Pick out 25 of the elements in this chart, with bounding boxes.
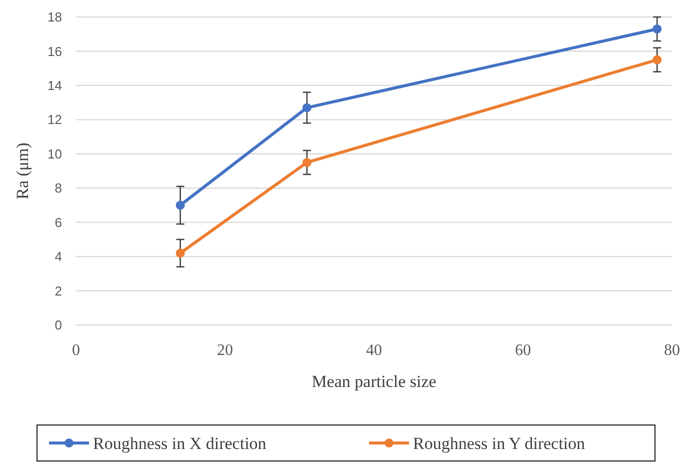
y-tick-label: 4: [54, 249, 62, 264]
x-axis-title: Mean particle size: [312, 372, 436, 391]
y-tick-label: 6: [54, 214, 62, 230]
point: [176, 200, 185, 210]
x-tick-label: 80: [664, 342, 680, 359]
y-tick-label: 14: [48, 78, 62, 93]
y-tick-label: 2: [54, 283, 62, 298]
y-tick-label: 18: [48, 10, 62, 25]
point: [652, 24, 662, 34]
y-tick-label: 12: [48, 112, 62, 128]
y-tick-label: 10: [48, 146, 62, 162]
legend-label: Roughness in X direction: [93, 434, 267, 453]
y-tick-label: 16: [48, 44, 62, 59]
x-tick-label: 60: [515, 342, 531, 359]
y-axis-title: Ra (μm): [13, 142, 32, 200]
x-tick-label: 0: [72, 342, 80, 359]
x-tick-label: 40: [366, 342, 382, 359]
point: [652, 55, 662, 64]
point: [302, 103, 312, 112]
y-tick-label: 8: [54, 180, 62, 196]
x-tick-label: 20: [217, 342, 233, 359]
point: [176, 248, 185, 258]
y-tick-label: 0: [54, 318, 62, 333]
point: [302, 158, 312, 167]
legend-label: Roughness in Y direction: [413, 434, 586, 453]
